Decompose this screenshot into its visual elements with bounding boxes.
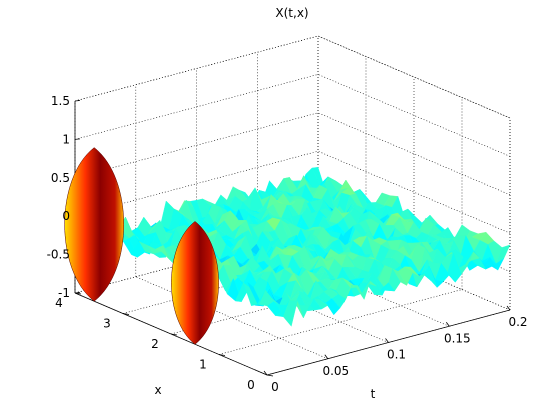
t-tick-label: 0.1	[387, 348, 406, 362]
x-tick-label: 2	[151, 337, 159, 351]
x-tick-label: 3	[103, 317, 111, 331]
x-tick-label: 0	[247, 378, 255, 392]
t-tick-label: 0.2	[508, 315, 527, 329]
surface-mesh	[64, 147, 511, 345]
x-tick-label: 4	[55, 296, 63, 310]
x-tick-label: 1	[199, 358, 207, 372]
t-tick-label: 0.05	[322, 364, 349, 378]
grid-lines	[74, 35, 511, 376]
surface-patch	[283, 300, 298, 327]
t-tick-label: 0	[271, 380, 279, 394]
z-tick-label: 0	[62, 209, 70, 223]
z-tick-label: -0.5	[47, 248, 70, 262]
t-tick-labels: 0 0.05 0.1 0.15 0.2	[271, 315, 527, 394]
t-tick-label: 0.15	[444, 331, 471, 345]
surface-peak	[64, 147, 124, 302]
z-tick-label: 1.5	[51, 94, 70, 108]
z-tick-label: 1	[62, 132, 70, 146]
t-axis-label: t	[371, 387, 376, 401]
x-tick-labels: 0 1 2 3 4	[55, 296, 255, 392]
z-tick-label: 0.5	[51, 171, 70, 185]
surface-peak	[171, 221, 219, 345]
z-tick-label: -1	[58, 286, 70, 300]
z-tick-labels: -1 -0.5 0 0.5 1 1.5	[47, 94, 70, 300]
chart-title: X(t,x)	[275, 6, 308, 20]
x-axis-label: x	[154, 383, 161, 397]
